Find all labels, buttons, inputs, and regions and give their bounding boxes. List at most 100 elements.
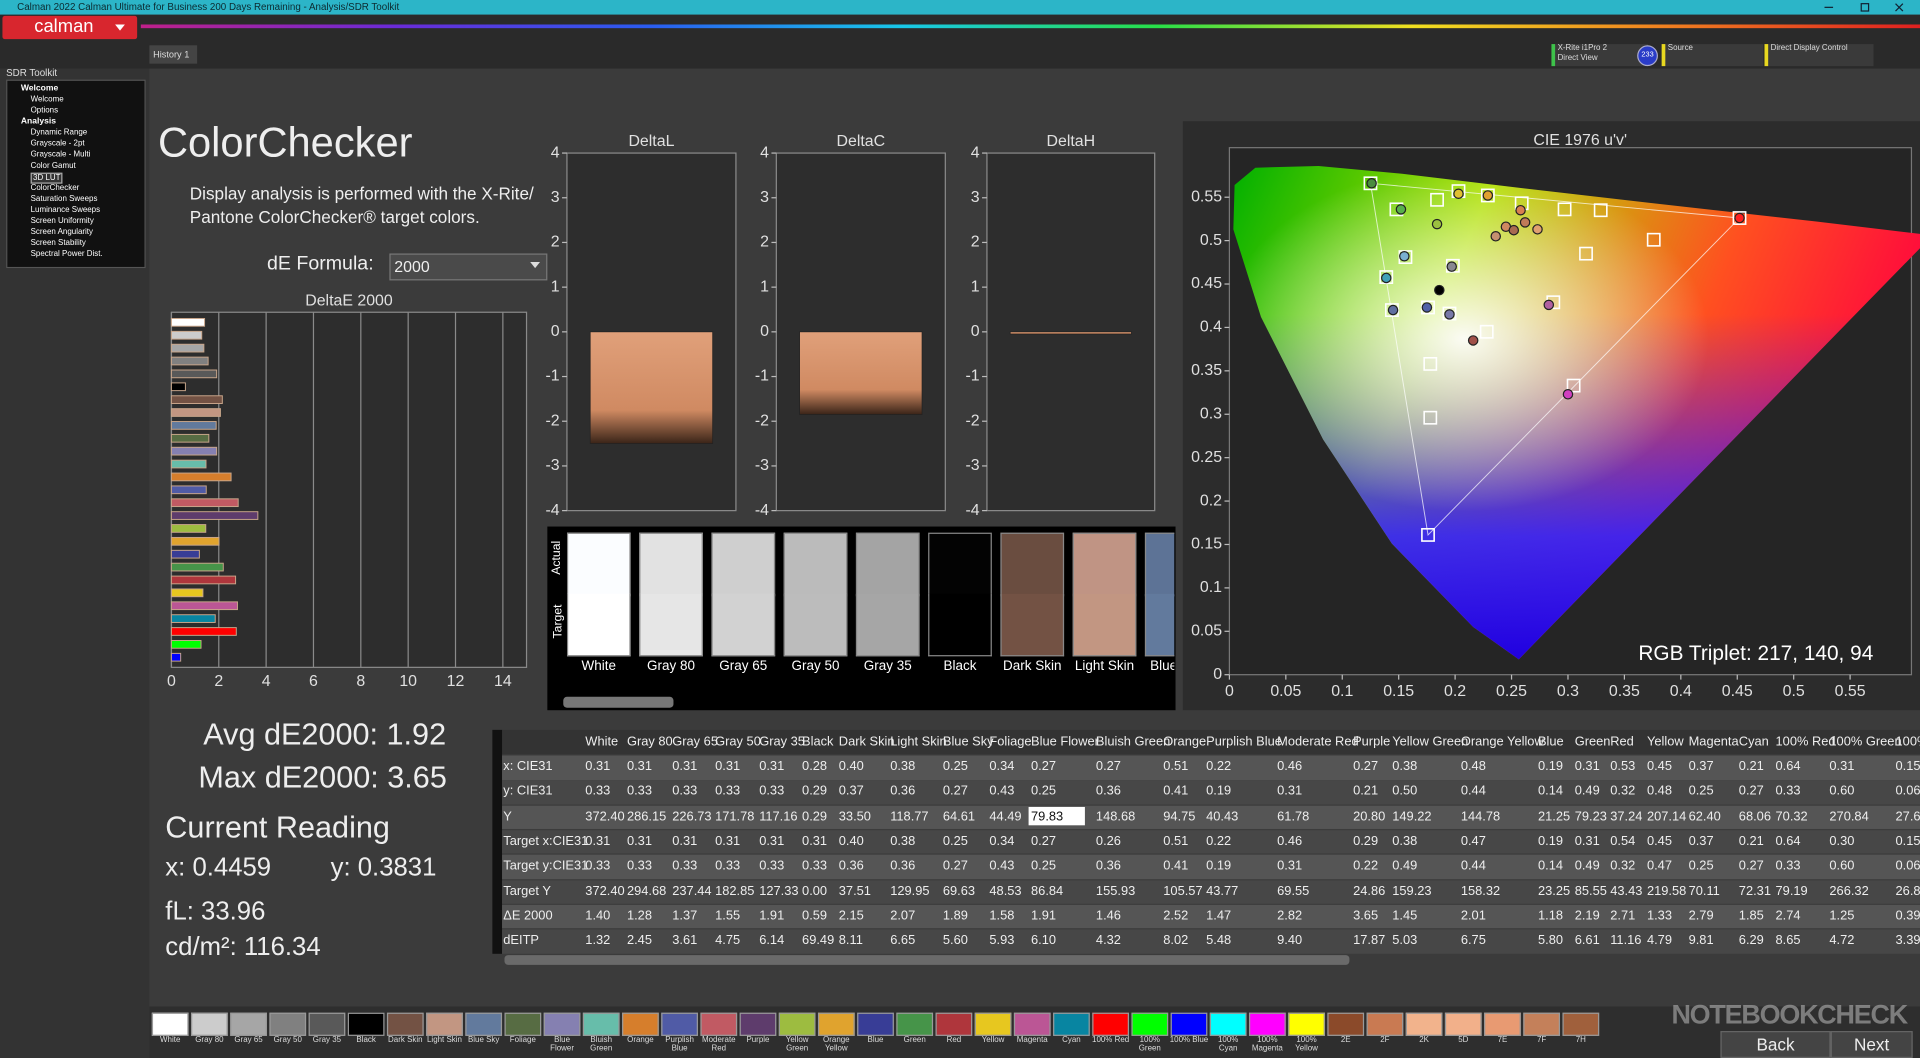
patch-name[interactable]: 7E	[1497, 1035, 1508, 1045]
logo-button[interactable]	[2, 15, 138, 40]
patch-swatch[interactable]	[974, 1012, 1012, 1036]
patch-name[interactable]: Gray 80	[195, 1035, 224, 1045]
patch-name[interactable]: Blue Flower	[550, 1035, 574, 1054]
patch-swatch[interactable]	[1053, 1012, 1090, 1036]
device-selector[interactable]: X-Rite i1Pro 2 Direct View	[1551, 44, 1649, 67]
patch-swatch[interactable]	[1092, 1012, 1129, 1036]
patch-swatch[interactable]	[1170, 1012, 1208, 1036]
select-box[interactable]	[389, 253, 548, 281]
tree-item[interactable]: Luminance Sweeps	[30, 205, 101, 215]
patch-name[interactable]: Orange Yellow	[823, 1035, 850, 1054]
patch-swatch[interactable]	[1562, 1012, 1600, 1036]
patch-name[interactable]: Cyan	[1062, 1035, 1081, 1045]
patch-name[interactable]: 100% Blue	[1169, 1035, 1209, 1045]
tree-item[interactable]: Saturation Sweeps	[30, 194, 98, 204]
patch-swatch[interactable]	[1288, 1012, 1325, 1036]
patch-name[interactable]: Magenta	[1016, 1035, 1048, 1045]
tree-group[interactable]: Welcome	[20, 84, 59, 94]
patch-swatch[interactable]	[308, 1012, 346, 1036]
patch-swatch[interactable]	[1444, 1012, 1482, 1036]
patch-swatch[interactable]	[1013, 1012, 1051, 1036]
patch-swatch[interactable]	[465, 1012, 503, 1036]
patch-swatch[interactable]	[426, 1012, 463, 1036]
patch-swatch[interactable]	[739, 1012, 777, 1036]
patch-swatch[interactable]	[622, 1012, 659, 1036]
patch-swatch[interactable]	[1209, 1012, 1247, 1036]
patch-swatch[interactable]	[700, 1012, 738, 1036]
tree-item[interactable]: Grayscale - 2pt	[30, 139, 85, 149]
patch-swatch[interactable]	[191, 1012, 228, 1036]
patch-swatch[interactable]	[386, 1012, 424, 1036]
tree-item[interactable]: Welcome	[30, 95, 64, 105]
patch-name[interactable]: Black	[356, 1035, 376, 1045]
back-button[interactable]: Back	[1720, 1031, 1831, 1058]
table-scrollbar[interactable]	[504, 955, 1350, 965]
tree-item[interactable]: Spectral Power Dist.	[30, 249, 103, 259]
device-selector[interactable]: Direct Display Control	[1764, 44, 1874, 67]
patch-name[interactable]: Gray 35	[312, 1035, 342, 1045]
patch-swatch[interactable]	[817, 1012, 855, 1036]
tree-item[interactable]: ColorChecker	[30, 183, 80, 193]
patch-name[interactable]: Gray 50	[273, 1035, 302, 1045]
patch-name[interactable]: Moderate Red	[701, 1035, 736, 1054]
tab[interactable]: History 1	[149, 45, 198, 64]
patch-name[interactable]: Bluish Green	[590, 1035, 613, 1054]
patch-name[interactable]: 100% Magenta	[1251, 1035, 1283, 1054]
patch-name[interactable]: Blue	[867, 1035, 884, 1045]
patch-name[interactable]: 100% Red	[1092, 1035, 1130, 1045]
tree-item[interactable]: Screen Stability	[30, 238, 86, 248]
tree-item[interactable]: Color Gamut	[30, 161, 76, 171]
patch-swatch[interactable]	[543, 1012, 581, 1036]
next-button[interactable]: Next	[1830, 1031, 1913, 1058]
patch-name[interactable]: Dark Skin	[388, 1035, 423, 1045]
patch-swatch[interactable]	[269, 1012, 307, 1036]
patch-swatch[interactable]	[230, 1012, 267, 1036]
patch-swatch[interactable]	[1131, 1012, 1169, 1036]
patch-name[interactable]: Yellow	[981, 1035, 1005, 1045]
patch-name[interactable]: White	[160, 1035, 181, 1045]
patch-name[interactable]: Foliage	[509, 1035, 536, 1045]
patch-name[interactable]: 2K	[1419, 1035, 1429, 1045]
patch-name[interactable]: 100% Green	[1138, 1035, 1161, 1054]
window-controls[interactable]	[1824, 3, 1904, 12]
patch-swatch[interactable]	[857, 1012, 894, 1036]
tree-group[interactable]: Analysis	[20, 117, 57, 127]
patch-name[interactable]: 100% Cyan	[1217, 1035, 1239, 1054]
patch-name[interactable]: 100% Yellow	[1295, 1035, 1318, 1054]
patch-name[interactable]: Gray 65	[234, 1035, 263, 1045]
patch-name[interactable]: 7F	[1536, 1035, 1547, 1045]
patch-swatch[interactable]	[1405, 1012, 1443, 1036]
tree-item[interactable]: 3D LUT	[30, 172, 63, 184]
patch-name[interactable]: Yellow Green	[785, 1035, 809, 1054]
tree-item[interactable]: Grayscale - Multi	[30, 150, 91, 160]
tree-item[interactable]: Screen Angularity	[30, 227, 94, 237]
patch-swatch[interactable]	[935, 1012, 973, 1036]
patch-name[interactable]: 7H	[1575, 1035, 1586, 1045]
patch-swatch[interactable]	[504, 1012, 542, 1036]
patch-swatch[interactable]	[347, 1012, 385, 1036]
tree-item[interactable]: Screen Uniformity	[30, 216, 94, 226]
patch-name[interactable]: Light Skin	[427, 1035, 462, 1045]
patch-name[interactable]: 5D	[1458, 1035, 1469, 1045]
device-selector[interactable]: Source	[1661, 44, 1764, 67]
patch-swatch[interactable]	[1484, 1012, 1521, 1036]
patch-name[interactable]: 2E	[1340, 1035, 1351, 1045]
patch-swatch[interactable]	[778, 1012, 816, 1036]
patch-name[interactable]: Red	[946, 1035, 962, 1045]
patch-swatch[interactable]	[896, 1012, 934, 1036]
patch-name[interactable]: 2F	[1380, 1035, 1390, 1045]
patch-name[interactable]: Blue Sky	[467, 1035, 500, 1045]
patch-name[interactable]: Purplish Blue	[665, 1035, 694, 1054]
tree-item[interactable]: Dynamic Range	[30, 128, 88, 138]
patch-name[interactable]: Purple	[746, 1035, 770, 1045]
patch-swatch[interactable]	[1523, 1012, 1561, 1036]
patch-swatch[interactable]	[151, 1012, 189, 1036]
patch-name[interactable]: Green	[903, 1035, 926, 1045]
patch-swatch[interactable]	[582, 1012, 620, 1036]
patch-swatch[interactable]	[661, 1012, 698, 1036]
tree-item[interactable]: Options	[30, 106, 59, 116]
patch-swatch[interactable]	[1248, 1012, 1286, 1036]
patch-name[interactable]: Orange	[627, 1035, 654, 1045]
swatch-scrollbar[interactable]	[563, 696, 674, 708]
patch-swatch[interactable]	[1327, 1012, 1365, 1036]
